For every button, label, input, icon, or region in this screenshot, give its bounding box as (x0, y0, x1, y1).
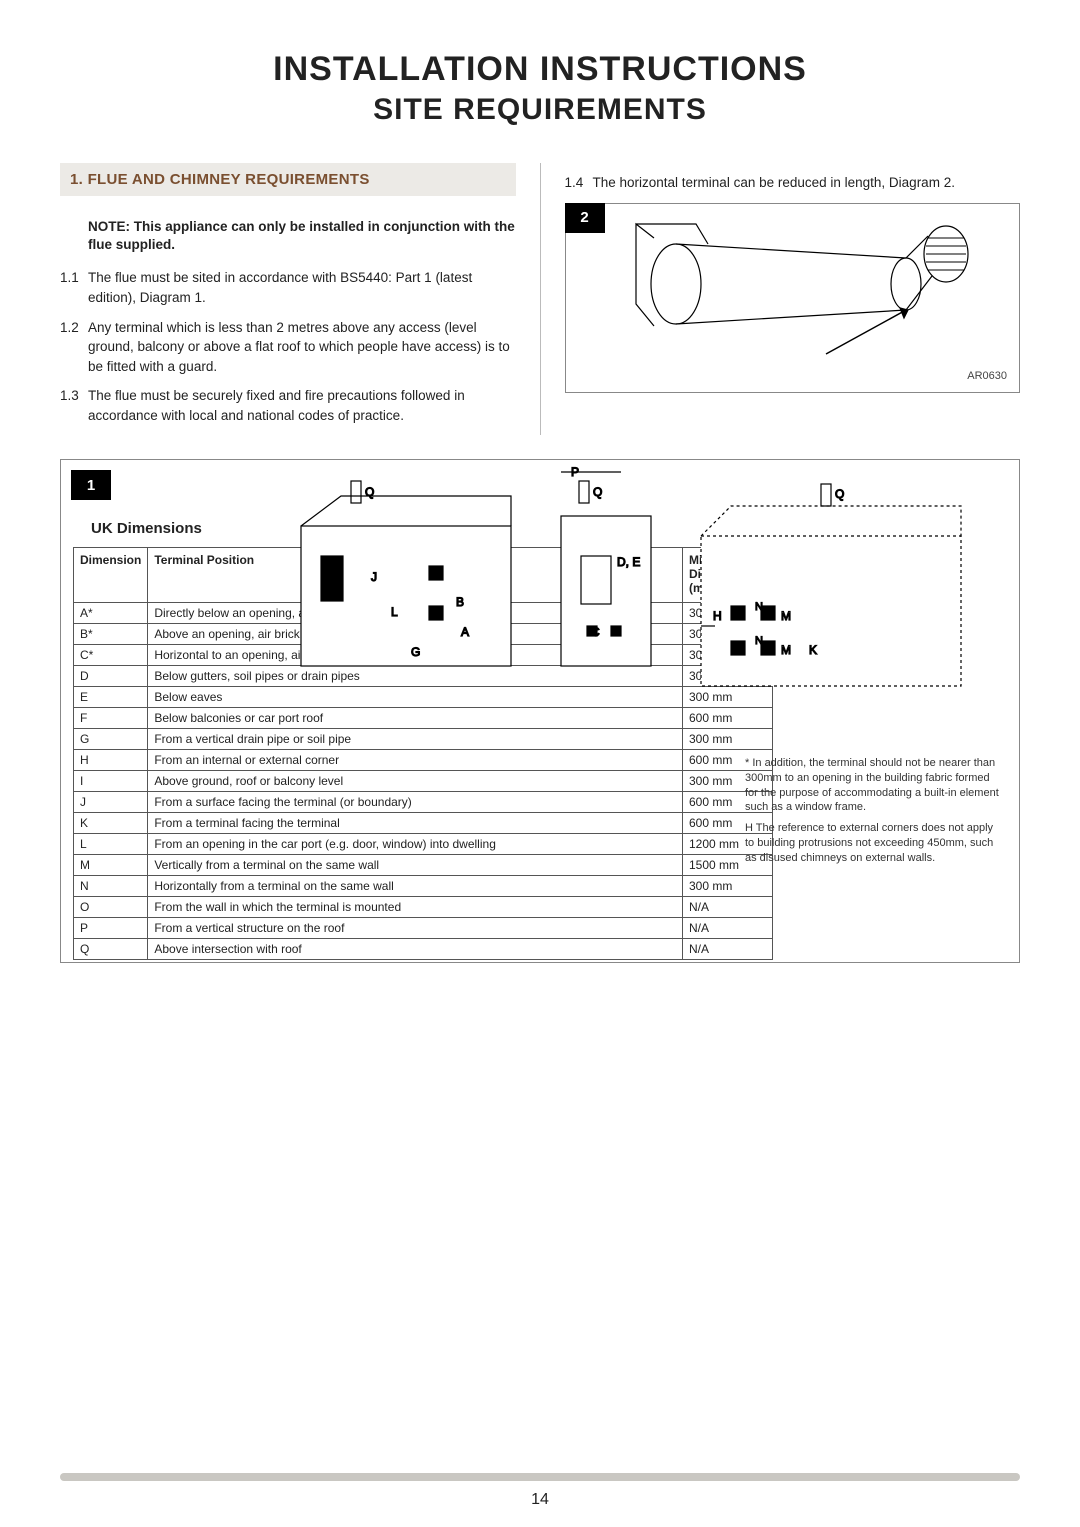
cell-position: Vertically from a terminal on the same w… (148, 854, 683, 875)
cell-dimension: B* (74, 623, 148, 644)
cell-position: From a vertical drain pipe or soil pipe (148, 728, 683, 749)
cell-position: From the wall in which the terminal is m… (148, 896, 683, 917)
list-item: 1.4 The horizontal terminal can be reduc… (565, 173, 1021, 193)
cell-dimension: H (74, 749, 148, 770)
svg-text:D, E: D, E (617, 555, 640, 569)
table-row: QAbove intersection with roofN/A (74, 938, 773, 959)
flue-terminal-icon (576, 214, 996, 374)
item-number: 1.3 (60, 386, 88, 425)
table-row: OFrom the wall in which the terminal is … (74, 896, 773, 917)
page-rule (60, 1473, 1020, 1481)
cell-dimension: Q (74, 938, 148, 959)
figure-number: 2 (565, 203, 605, 233)
cell-position: Above ground, roof or balcony level (148, 770, 683, 791)
svg-text:Q: Q (835, 487, 844, 501)
cell-dimension: L (74, 833, 148, 854)
cell-distance: 300 mm (683, 875, 773, 896)
table-row: GFrom a vertical drain pipe or soil pipe… (74, 728, 773, 749)
cell-dimension: G (74, 728, 148, 749)
footnote-2: H The reference to external corners does… (745, 821, 1005, 866)
cell-distance: N/A (683, 938, 773, 959)
figure-2-box: 2 (565, 203, 1021, 393)
cell-dimension: F (74, 707, 148, 728)
section-heading: 1. FLUE AND CHIMNEY REQUIREMENTS (60, 163, 516, 196)
building-elevation-icon: Q F G A B L J Q D, E C P (261, 466, 981, 696)
cell-dimension: O (74, 896, 148, 917)
cell-dimension: C* (74, 644, 148, 665)
cell-dimension: K (74, 812, 148, 833)
table-row: PFrom a vertical structure on the roofN/… (74, 917, 773, 938)
figure-number: 1 (71, 470, 111, 500)
note-text: NOTE: This appliance can only be install… (88, 218, 516, 254)
cell-position: Below balconies or car port roof (148, 707, 683, 728)
cell-position: From a terminal facing the terminal (148, 812, 683, 833)
cell-dimension: N (74, 875, 148, 896)
cell-dimension: M (74, 854, 148, 875)
item-text: The flue must be securely fixed and fire… (88, 386, 516, 425)
footnotes: * In addition, the terminal should not b… (745, 756, 1005, 872)
cell-dimension: I (74, 770, 148, 791)
page-number: 14 (0, 1491, 1080, 1509)
svg-text:K: K (809, 643, 817, 657)
cell-dimension: D (74, 665, 148, 686)
cell-distance: 600 mm (683, 707, 773, 728)
svg-text:B: B (456, 595, 464, 609)
building-diagram: Q F G A B L J Q D, E C P (261, 466, 981, 696)
cell-position: From a vertical structure on the roof (148, 917, 683, 938)
item-number: 1.2 (60, 318, 88, 377)
cell-position: Above intersection with roof (148, 938, 683, 959)
figure-code: AR0630 (967, 370, 1007, 382)
table-row: JFrom a surface facing the terminal (or … (74, 791, 773, 812)
svg-text:M: M (781, 609, 791, 623)
cell-position: From an internal or external corner (148, 749, 683, 770)
table-row: MVertically from a terminal on the same … (74, 854, 773, 875)
table-row: LFrom an opening in the car port (e.g. d… (74, 833, 773, 854)
column-divider (540, 163, 541, 435)
table-row: HFrom an internal or external corner600 … (74, 749, 773, 770)
svg-text:L: L (391, 605, 398, 619)
figure-1-box: 1 UK Dimensions Q F G A B L J (60, 459, 1020, 962)
table-row: KFrom a terminal facing the terminal600 … (74, 812, 773, 833)
list-item: 1.1 The flue must be sited in accordance… (60, 268, 516, 307)
item-text: The horizontal terminal can be reduced i… (593, 173, 1021, 193)
cell-dimension: A* (74, 602, 148, 623)
svg-text:J: J (371, 570, 377, 584)
cell-distance: N/A (683, 896, 773, 917)
table-row: FBelow balconies or car port roof600 mm (74, 707, 773, 728)
cell-dimension: P (74, 917, 148, 938)
svg-text:Q: Q (365, 485, 374, 499)
table-row: NHorizontally from a terminal on the sam… (74, 875, 773, 896)
footnote-2-rest: The reference to external corners does n… (745, 822, 993, 864)
item-number: 1.1 (60, 268, 88, 307)
svg-text:Q: Q (593, 485, 602, 499)
footnote-2-prefix: H (745, 822, 753, 834)
svg-text:M: M (781, 643, 791, 657)
svg-text:N: N (755, 635, 763, 647)
cell-dimension: J (74, 791, 148, 812)
svg-text:F: F (321, 575, 328, 589)
cell-position: From an opening in the car port (e.g. do… (148, 833, 683, 854)
item-text: The flue must be sited in accordance wit… (88, 268, 516, 307)
table-header-dimension: Dimension (74, 548, 148, 602)
cell-position: From a surface facing the terminal (or b… (148, 791, 683, 812)
cell-dimension: E (74, 686, 148, 707)
page-subtitle: SITE REQUIREMENTS (60, 93, 1020, 127)
page-title: INSTALLATION INSTRUCTIONS (60, 50, 1020, 89)
svg-text:A: A (461, 625, 469, 639)
svg-text:N: N (755, 601, 763, 613)
item-text: Any terminal which is less than 2 metres… (88, 318, 516, 377)
cell-position: Horizontally from a terminal on the same… (148, 875, 683, 896)
item-number: 1.4 (565, 173, 593, 193)
footnote-1: * In addition, the terminal should not b… (745, 756, 1005, 815)
svg-text:H: H (713, 609, 722, 623)
cell-distance: N/A (683, 917, 773, 938)
list-item: 1.2 Any terminal which is less than 2 me… (60, 318, 516, 377)
table-row: IAbove ground, roof or balcony level300 … (74, 770, 773, 791)
svg-text:G: G (411, 645, 420, 659)
cell-distance: 300 mm (683, 728, 773, 749)
list-item: 1.3 The flue must be securely fixed and … (60, 386, 516, 425)
